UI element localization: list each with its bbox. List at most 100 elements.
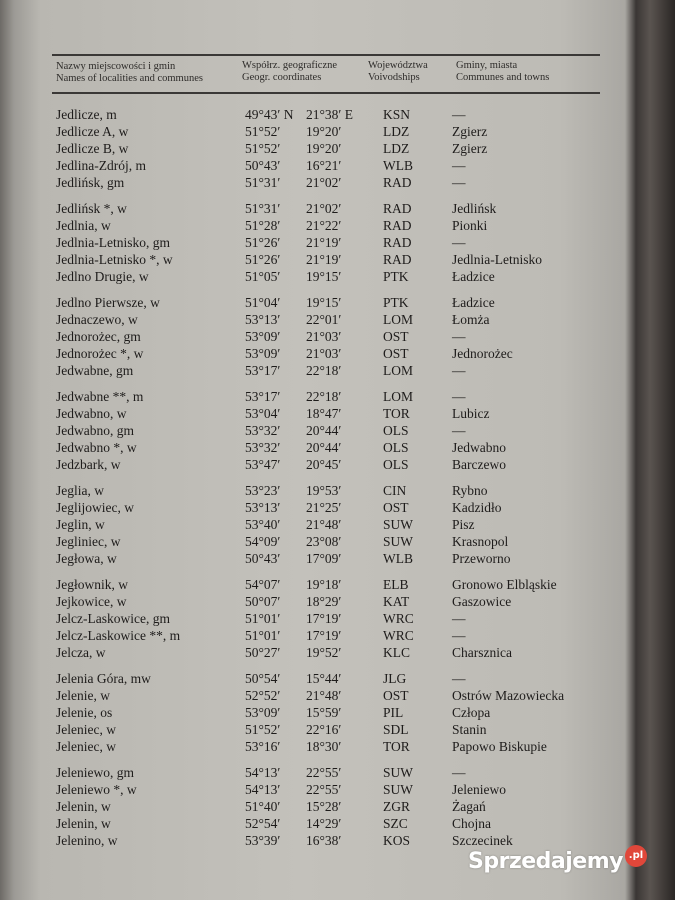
longitude: 21°22′	[306, 218, 342, 233]
longitude: 19°52′	[306, 645, 342, 660]
locality-name: Jegłowa, w	[56, 551, 117, 566]
longitude: 20°44′	[306, 440, 342, 455]
latitude: 53°16′	[245, 739, 281, 754]
column-header-communes: Gminy, miasta Communes and towns	[456, 60, 549, 84]
commune: —	[452, 363, 466, 378]
voivodship: OST	[383, 346, 409, 361]
latitude: 50°43′	[245, 158, 281, 173]
voivodship: TOR	[383, 406, 410, 421]
longitude: 17°19′	[306, 611, 342, 626]
voivodship: TOR	[383, 739, 410, 754]
voivodship: CIN	[383, 483, 407, 498]
latitude: 51°52′	[245, 722, 281, 737]
locality-name: Jegliniec, w	[56, 534, 121, 549]
table-row: Jegliniec, w 54°09′ 23°08′ SUW Krasnopol	[0, 533, 630, 550]
commune: Jednorożec	[452, 346, 513, 361]
voivodship: LOM	[383, 312, 413, 327]
voivodship: OLS	[383, 457, 409, 472]
latitude: 51°26′	[245, 235, 281, 250]
commune: Stanin	[452, 722, 487, 737]
table-row: Jedlicze A, w 51°52′ 19°20′ LDZ Zgierz	[0, 123, 630, 140]
commune: Papowo Biskupie	[452, 739, 547, 754]
voivodship: RAD	[383, 218, 412, 233]
header-top-rule	[52, 54, 600, 56]
commune: —	[452, 423, 466, 438]
table-row: Jedlnia, w 51°28′ 21°22′ RAD Pionki	[0, 217, 630, 234]
latitude: 51°52′	[245, 124, 281, 139]
table-row: Jeglijowiec, w 53°13′ 21°25′ OST Kadzidło	[0, 499, 630, 516]
header-coords-pl: Współrz. geograficzne	[242, 60, 338, 71]
locality-name: Jedwabne, gm	[56, 363, 134, 378]
column-header-voivodships: Województwa Voivodships	[368, 60, 428, 84]
locality-name: Jeleniewo, gm	[56, 765, 134, 780]
table-row: Jegłownik, w 54°07′ 19°18′ ELB Gronowo Elblą…	[0, 576, 630, 593]
voivodship: WRC	[383, 628, 414, 643]
commune: Przeworno	[452, 551, 511, 566]
table-row: Jedwabne, gm 53°17′ 22°18′ LOM —	[0, 362, 630, 379]
commune: —	[452, 611, 466, 626]
table-row: Jednorożec *, w 53°09′ 21°03′ OST Jednorożec	[0, 345, 630, 362]
voivodship: LOM	[383, 363, 413, 378]
latitude: 50°27′	[245, 645, 281, 660]
table-row: Jelenin, w 52°54′ 14°29′ SZC Chojna	[0, 815, 630, 832]
header-bottom-rule	[52, 92, 600, 94]
voivodship: SUW	[383, 517, 413, 532]
table-row: Jeleniec, w 51°52′ 22°16′ SDL Stanin	[0, 721, 630, 738]
voivodship: PIL	[383, 705, 404, 720]
commune: —	[452, 389, 466, 404]
column-header-name: Nazwy miejscowości i gmin Names of local…	[56, 61, 203, 85]
longitude: 21°03′	[306, 329, 342, 344]
latitude: 51°05′	[245, 269, 281, 284]
table-row: Jelcz-Laskowice **, m 51°01′ 17°19′ WRC —	[0, 627, 630, 644]
longitude: 17°09′	[306, 551, 342, 566]
voivodship: KAT	[383, 594, 410, 609]
latitude: 53°23′	[245, 483, 281, 498]
commune: Ładzice	[452, 295, 495, 310]
longitude: 19°20′	[306, 141, 342, 156]
locality-name: Jelcz-Laskowice, gm	[56, 611, 170, 626]
latitude: 52°54′	[245, 816, 281, 831]
table-row: Jelenie, w 52°52′ 21°48′ OST Ostrów Mazowiec…	[0, 687, 630, 704]
longitude: 19°15′	[306, 269, 342, 284]
longitude: 22°18′	[306, 389, 342, 404]
longitude: 19°18′	[306, 577, 342, 592]
table-row: Jedwabno, w 53°04′ 18°47′ TOR Lubicz	[0, 405, 630, 422]
latitude: 51°52′	[245, 141, 281, 156]
locality-name: Jelcz-Laskowice **, m	[56, 628, 181, 643]
commune: —	[452, 175, 466, 190]
voivodship: KSN	[383, 107, 411, 122]
longitude: 21°48′	[306, 517, 342, 532]
latitude: 51°28′	[245, 218, 281, 233]
latitude: 54°13′	[245, 765, 281, 780]
commune: Szczecinek	[452, 833, 513, 848]
latitude: 52°52′	[245, 688, 281, 703]
voivodship: LOM	[383, 389, 413, 404]
latitude: 53°17′	[245, 389, 281, 404]
table-row: Jeleniec, w 53°16′ 18°30′ TOR Papowo Biskupi…	[0, 738, 630, 755]
table-row: Jelenia Góra, mw 50°54′ 15°44′ JLG —	[0, 670, 630, 687]
table-row: Jedlnia-Letnisko, gm 51°26′ 21°19′ RAD —	[0, 234, 630, 251]
locality-name: Jedlicze, m	[56, 107, 117, 122]
latitude: 53°13′	[245, 500, 281, 515]
locality-name: Jejkowice, w	[56, 594, 127, 609]
commune: Rybno	[452, 483, 488, 498]
latitude: 53°09′	[245, 705, 281, 720]
locality-name: Jedlnia-Letnisko, gm	[56, 235, 170, 250]
locality-name: Jedwabno, w	[56, 406, 127, 421]
longitude: 21°02′	[306, 201, 342, 216]
locality-name: Jedlicze B, w	[56, 141, 129, 156]
longitude: 15°28′	[306, 799, 342, 814]
table-row: Jeleniewo, gm 54°13′ 22°55′ SUW —	[0, 764, 630, 781]
locality-name: Jeleniec, w	[56, 739, 116, 754]
locality-name: Jeleniewo *, w	[56, 782, 137, 797]
locality-name: Jelenia Góra, mw	[56, 671, 151, 686]
header-coords-en: Geogr. coordinates	[242, 72, 322, 83]
voivodship: LDZ	[383, 124, 410, 139]
voivodship: ZGR	[383, 799, 410, 814]
table-row: Jelenin, w 51°40′ 15°28′ ZGR Żagań	[0, 798, 630, 815]
voivodship: KOS	[383, 833, 411, 848]
locality-name: Jedlno Pierwsze, w	[56, 295, 160, 310]
commune: Zgierz	[452, 141, 488, 156]
voivodship: LDZ	[383, 141, 410, 156]
voivodship: SZC	[383, 816, 408, 831]
